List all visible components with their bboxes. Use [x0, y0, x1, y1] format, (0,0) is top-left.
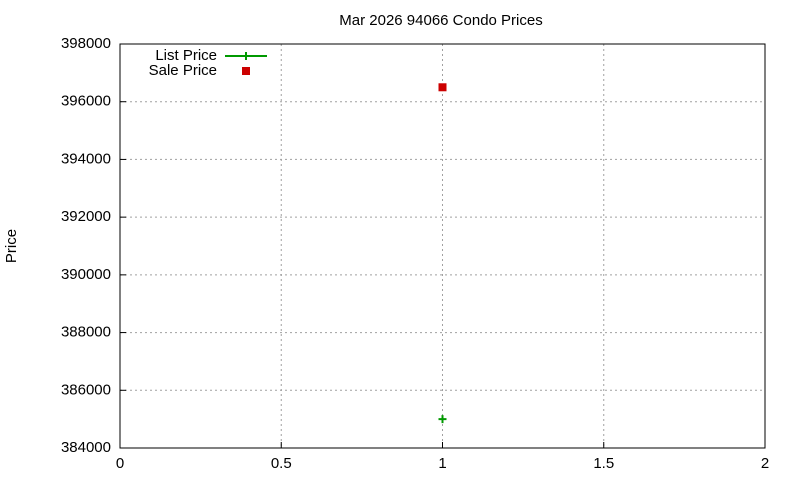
- x-tick-label: 0.5: [271, 455, 292, 472]
- legend-marker: [242, 52, 250, 60]
- y-tick-label: 386000: [61, 381, 111, 398]
- y-tick-label: 388000: [61, 324, 111, 341]
- y-tick-label: 394000: [61, 150, 111, 167]
- legend-label: List Price: [155, 47, 217, 64]
- x-tick-label: 1: [438, 455, 446, 472]
- chart-title: Mar 2026 94066 Condo Prices: [339, 12, 542, 29]
- x-tick-label: 2: [761, 455, 769, 472]
- legend-label: Sale Price: [149, 62, 217, 79]
- y-tick-label: 392000: [61, 208, 111, 225]
- x-tick-label: 0: [116, 455, 124, 472]
- point: [438, 83, 447, 92]
- legend-marker: [242, 67, 250, 75]
- y-axis-label: Price: [3, 229, 20, 263]
- point: [438, 415, 447, 424]
- plot-border: [119, 43, 766, 449]
- y-tick-label: 384000: [61, 439, 111, 456]
- y-tick-label: 390000: [61, 266, 111, 283]
- y-tick-label: 396000: [61, 93, 111, 110]
- x-tick-label: 1.5: [593, 455, 614, 472]
- y-tick-label: 398000: [61, 35, 111, 52]
